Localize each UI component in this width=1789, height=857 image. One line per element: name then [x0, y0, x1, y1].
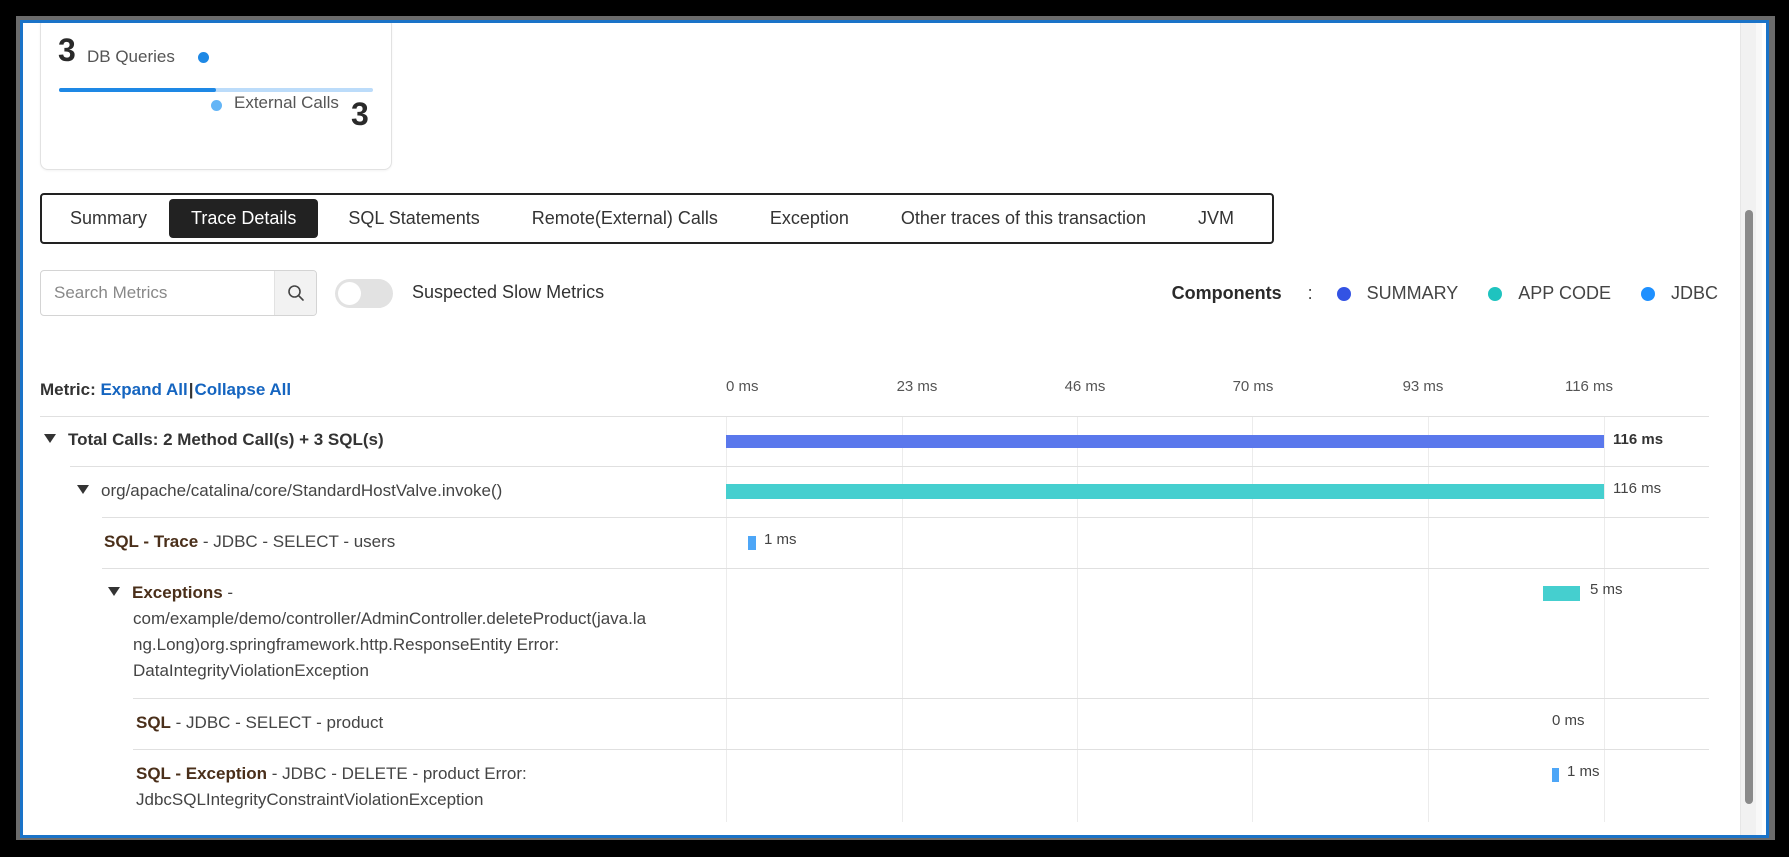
- tick-70: 70 ms: [1232, 378, 1274, 395]
- duration-label: 0 ms: [1552, 712, 1585, 729]
- gridline: [726, 416, 727, 822]
- trace-row-exceptions[interactable]: Exceptions - com/example/demo/controller…: [108, 580, 708, 684]
- calls-summary-card: 3 DB Queries External Calls 3: [40, 23, 392, 170]
- trace-row-standardhostvalve[interactable]: org/apache/catalina/core/StandardHostVal…: [77, 478, 502, 504]
- collapse-caret-icon[interactable]: [44, 434, 56, 443]
- legend-item-jdbc: JDBC: [1640, 283, 1718, 304]
- legend-colon: :: [1307, 283, 1313, 303]
- app-code-dot-icon: [1488, 286, 1503, 301]
- trace-details-page: 3 DB Queries External Calls 3 Summary Tr…: [23, 23, 1740, 835]
- duration-bar-summary: [726, 435, 1604, 448]
- db-queries-count: 3: [58, 32, 76, 68]
- browser-window: 3 DB Queries External Calls 3 Summary Tr…: [20, 20, 1769, 838]
- external-calls-label: External Calls: [234, 93, 339, 112]
- toggle-knob: [338, 282, 361, 305]
- tick-46: 46 ms: [1064, 378, 1106, 395]
- row-divider: [133, 698, 1709, 699]
- tick-116: 116 ms: [1564, 378, 1614, 395]
- duration-bar-jdbc: [748, 536, 756, 550]
- gridline: [1252, 416, 1253, 822]
- gridline: [902, 416, 903, 822]
- duration-bar-app-code: [726, 484, 1604, 499]
- tick-93: 93 ms: [1402, 378, 1444, 395]
- duration-label: 5 ms: [1590, 581, 1623, 598]
- exception-line: ng.Long)org.springframework.http.Respons…: [133, 635, 560, 654]
- duration-label: 116 ms: [1613, 431, 1664, 448]
- external-calls-count: 3: [351, 96, 369, 132]
- search-metrics-box: [40, 270, 317, 316]
- tick-23: 23 ms: [896, 378, 938, 395]
- exception-detail: com/example/demo/controller/AdminControl…: [108, 606, 708, 684]
- legend-item-summary: SUMMARY: [1336, 283, 1459, 304]
- trace-row-sql-select-product[interactable]: SQL - JDBC - SELECT - product: [136, 710, 383, 736]
- gridline: [1428, 416, 1429, 822]
- jdbc-dot-icon: [1640, 286, 1655, 301]
- header-divider: [40, 416, 1709, 417]
- duration-label: 1 ms: [1567, 763, 1600, 780]
- exception-line: DataIntegrityViolationException: [133, 661, 369, 680]
- row-divider: [102, 517, 1709, 518]
- search-metrics-input[interactable]: [41, 271, 275, 315]
- duration-label: 116 ms: [1613, 480, 1662, 497]
- exception-line: JdbcSQLIntegrityConstraintViolationExcep…: [136, 790, 484, 809]
- collapse-all-link[interactable]: Collapse All: [194, 380, 292, 399]
- summary-dot-icon: [1336, 286, 1351, 301]
- calls-ratio-bar: [59, 88, 373, 92]
- separator: |: [188, 380, 194, 399]
- db-queries-dot-icon: [198, 52, 209, 63]
- trace-row-sql-exception-delete[interactable]: SQL - Exception - JDBC - DELETE - produc…: [136, 761, 716, 813]
- row-text: - JDBC - DELETE - product Error:: [267, 764, 527, 783]
- search-icon: [287, 285, 304, 301]
- tab-summary[interactable]: Summary: [70, 208, 148, 228]
- row-text: org/apache/catalina/core/StandardHostVal…: [101, 481, 503, 500]
- row-text: Total Calls: 2 Method Call(s) + 3 SQL(s): [68, 430, 384, 449]
- vertical-scrollbar[interactable]: [1740, 23, 1762, 835]
- row-divider: [102, 568, 1709, 569]
- row-type: SQL - Trace: [104, 532, 199, 551]
- duration-label: 1 ms: [764, 531, 797, 548]
- gridline: [1077, 416, 1078, 822]
- trace-row-total-calls[interactable]: Total Calls: 2 Method Call(s) + 3 SQL(s): [44, 427, 384, 453]
- row-divider: [70, 466, 1709, 467]
- trace-row-sql-trace-users[interactable]: SQL - Trace - JDBC - SELECT - users: [104, 529, 395, 555]
- expand-all-link[interactable]: Expand All: [100, 380, 188, 399]
- tab-exception[interactable]: Exception: [769, 208, 849, 228]
- legend-item-app-code: APP CODE: [1488, 283, 1611, 304]
- components-legend: Components : SUMMARY APP CODE JDBC: [1172, 283, 1718, 304]
- row-type: SQL - Exception: [136, 764, 267, 783]
- tab-bar: Summary Trace Details SQL Statements Rem…: [40, 193, 1274, 244]
- row-text: - JDBC - SELECT - users: [198, 532, 396, 551]
- collapse-caret-icon[interactable]: [108, 587, 120, 596]
- exception-line: com/example/demo/controller/AdminControl…: [133, 609, 647, 628]
- metric-header: Metric: Expand All|Collapse All: [40, 380, 291, 400]
- duration-bar-app-code: [1543, 586, 1580, 601]
- legend-title: Components: [1171, 283, 1282, 303]
- tab-jvm[interactable]: JVM: [1198, 208, 1235, 228]
- row-text: - JDBC - SELECT - product: [170, 713, 384, 732]
- tab-sql-statements[interactable]: SQL Statements: [348, 208, 480, 228]
- external-calls-dot-icon: [211, 100, 222, 111]
- collapse-caret-icon[interactable]: [77, 485, 89, 494]
- legend-label-summary: SUMMARY: [1366, 283, 1459, 303]
- metric-label: Metric:: [40, 380, 96, 399]
- legend-label-app-code: APP CODE: [1518, 283, 1611, 303]
- scrollbar-edge: [1756, 23, 1762, 835]
- tab-other-traces[interactable]: Other traces of this transaction: [900, 208, 1147, 228]
- duration-bar-jdbc: [1552, 768, 1559, 782]
- db-queries-ratio-fill: [59, 88, 216, 92]
- search-button[interactable]: [274, 271, 316, 315]
- tick-0: 0 ms: [726, 378, 759, 395]
- tab-remote-external-calls[interactable]: Remote(External) Calls: [531, 208, 718, 228]
- gridline: [1604, 416, 1605, 822]
- legend-label-jdbc: JDBC: [1670, 283, 1718, 303]
- row-type: Exceptions: [132, 583, 223, 602]
- suspected-slow-metrics-label: Suspected Slow Metrics: [412, 282, 605, 302]
- row-text: -: [222, 583, 234, 602]
- row-type: SQL: [136, 713, 171, 732]
- tab-trace-details[interactable]: Trace Details: [169, 199, 319, 238]
- suspected-slow-metrics-toggle[interactable]: [335, 279, 393, 308]
- db-queries-label: DB Queries: [87, 47, 175, 66]
- scrollbar-thumb[interactable]: [1745, 210, 1753, 804]
- row-divider: [133, 749, 1709, 750]
